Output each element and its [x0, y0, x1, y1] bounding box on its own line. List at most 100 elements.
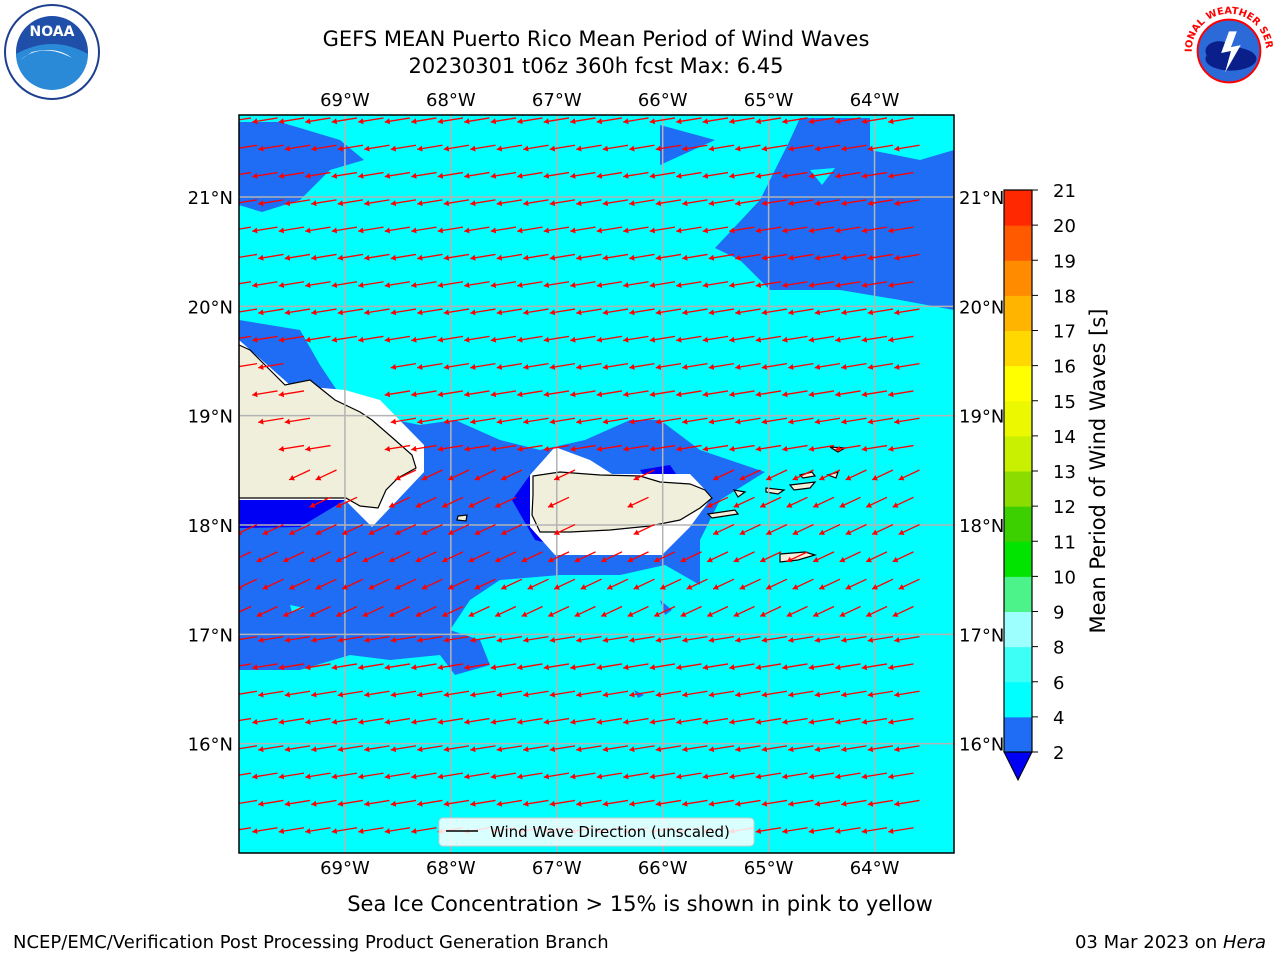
- wind-arrow: [627, 496, 649, 508]
- map-title: GEFS MEAN Puerto Rico Mean Period of Win…: [322, 27, 870, 51]
- wind-arrow: [808, 171, 835, 179]
- wind-arrow: [437, 117, 464, 125]
- colorbar-tick-label: 16: [1053, 357, 1076, 378]
- colorbar: 2 4 6 8 9 10 11 12 13 14 15 16 17 18 19 20 21: [1003, 181, 1076, 782]
- wind-arrow: [649, 663, 676, 671]
- wind-arrow: [841, 636, 867, 643]
- wind-arrow: [812, 496, 835, 508]
- wind-arrow: [814, 417, 841, 425]
- wind-arrow: [411, 171, 437, 179]
- wind-arrow: [782, 827, 808, 835]
- wind-arrow: [305, 171, 331, 179]
- colorbar-segment: [1004, 646, 1032, 683]
- wind-arrow: [894, 308, 920, 316]
- wind-arrow: [782, 226, 808, 234]
- wind-arrow: [258, 636, 284, 643]
- wind-arrow: [411, 772, 437, 780]
- wind-arrow: [765, 523, 788, 536]
- wind-arrow: [443, 253, 470, 261]
- wind-arrow: [470, 308, 496, 316]
- wind-arrow: [496, 799, 523, 807]
- wind-arrow: [676, 335, 702, 343]
- wind-arrow: [421, 469, 443, 481]
- wind-arrow: [729, 663, 755, 671]
- wind-arrow: [437, 226, 464, 234]
- lon-tick-label: 69°W: [320, 90, 370, 111]
- wind-arrow: [629, 636, 655, 643]
- wind-arrow: [437, 772, 464, 780]
- wind-arrow: [649, 390, 676, 398]
- wind-arrow: [358, 281, 384, 289]
- wind-arrow: [786, 605, 808, 617]
- wind-arrow: [655, 308, 682, 316]
- colorbar-segment: [1004, 435, 1032, 472]
- wind-arrow: [655, 417, 682, 425]
- wind-arrow: [364, 308, 390, 316]
- wind-arrow: [358, 117, 384, 125]
- wind-arrow: [331, 827, 358, 835]
- wind-arrow: [517, 171, 543, 179]
- wind-arrow: [543, 390, 570, 398]
- wind-arrow: [888, 226, 914, 234]
- wind-arrow: [888, 390, 914, 398]
- lat-tick-label: 16°N: [188, 735, 233, 756]
- wind-arrow: [835, 663, 861, 671]
- wind-arrow: [735, 799, 761, 807]
- wind-arrow: [570, 772, 596, 780]
- lon-tick-label: 65°W: [744, 90, 794, 111]
- colorbar-tick-label: 15: [1053, 392, 1076, 413]
- wind-arrow: [437, 444, 464, 452]
- wind-arrow: [496, 690, 523, 698]
- wind-arrow: [629, 417, 655, 425]
- wind-arrow: [596, 772, 623, 780]
- wind-arrow: [888, 772, 914, 780]
- wind-arrow: [390, 745, 417, 753]
- wind-arrow: [808, 390, 835, 398]
- wind-arrow: [239, 281, 252, 285]
- wind-arrow: [258, 745, 284, 753]
- wind-arrow: [388, 551, 411, 563]
- lon-tick-label: 66°W: [638, 90, 688, 111]
- wind-arrow: [549, 253, 576, 261]
- wind-arrow: [706, 605, 729, 617]
- wind-arrow: [464, 390, 490, 398]
- wind-arrow: [755, 171, 782, 179]
- colorbar-segment: [1004, 295, 1032, 331]
- wind-arrow: [623, 717, 649, 725]
- colorbar-tick-label: 17: [1053, 322, 1076, 343]
- wind-arrow: [411, 827, 437, 835]
- wind-arrow: [549, 417, 576, 425]
- wind-arrow: [659, 578, 682, 590]
- wind-arrow: [364, 144, 390, 152]
- wind-arrow: [576, 417, 602, 425]
- wind-arrow: [284, 144, 311, 152]
- wind-arrow: [812, 551, 835, 563]
- wind-arrow: [517, 390, 543, 398]
- colorbar-segment: [1004, 576, 1032, 612]
- period-4-6-holes: [290, 118, 954, 612]
- wind-arrow: [708, 745, 735, 753]
- wind-arrow: [649, 335, 676, 343]
- wind-arrow: [464, 226, 490, 234]
- wind-arrow: [596, 335, 623, 343]
- wind-arrow: [808, 827, 835, 835]
- wind-arrow: [278, 772, 305, 780]
- wind-arrow: [411, 390, 437, 398]
- wind-arrow: [861, 171, 888, 179]
- lat-tick-label: 19°N: [188, 407, 233, 428]
- colorbar-under-extend: [1003, 751, 1033, 782]
- wind-arrow: [441, 605, 464, 617]
- wind-arrow: [839, 551, 861, 563]
- wind-arrow: [411, 663, 437, 671]
- wind-arrow: [443, 799, 470, 807]
- wind-arrow: [676, 663, 702, 671]
- wind-arrow: [390, 690, 417, 698]
- wind-arrow: [733, 605, 755, 617]
- wind-arrow: [337, 144, 364, 152]
- wind-arrow: [490, 281, 517, 289]
- wind-arrow: [814, 745, 841, 753]
- wind-arrow: [788, 417, 814, 425]
- wind-arrow: [808, 717, 835, 725]
- map-panel: [239, 115, 954, 853]
- wind-arrow: [894, 144, 920, 152]
